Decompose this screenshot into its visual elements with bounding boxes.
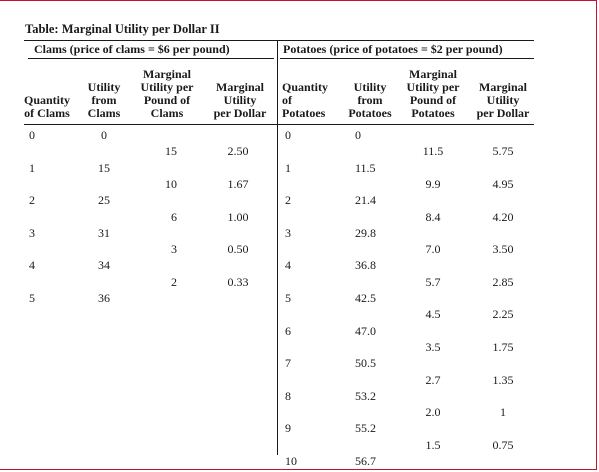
potatoes-mu-per-dollar-cell: 3.50 [492, 242, 514, 257]
potatoes-utility-cell: 21.4 [355, 193, 376, 208]
top-rule [24, 40, 534, 41]
potatoes-utility-cell: 11.5 [355, 160, 376, 175]
potatoes-mu-per-pound-header-line: Pound of [409, 93, 457, 107]
clams-utility-header-line: Utility [87, 80, 121, 94]
clams-utility-cell: 25 [98, 193, 110, 208]
potatoes-quantity-header-line: Quantity [282, 80, 329, 94]
potatoes-quantity-header-line: of [282, 93, 292, 107]
clams-group-rule [28, 58, 274, 59]
clams-quantity-header-line: Quantity [23, 93, 70, 107]
potatoes-quantity-cell: 10 [285, 454, 297, 468]
clams-mu-per-dollar-cell: 0.33 [227, 274, 249, 289]
potatoes-mu-per-pound-cell: 9.9 [425, 176, 441, 191]
potatoes-mu-per-pound-header-line: Utility per [406, 80, 460, 94]
clams-mu-per-pound-cell: 2 [171, 274, 177, 289]
potatoes-mu-per-dollar-cell: 1.75 [492, 339, 514, 354]
clams-quantity-cell: 1 [29, 160, 35, 175]
potatoes-quantity-header-line: Potatoes [282, 106, 326, 120]
clams-quantity-cell: 2 [29, 193, 35, 208]
potatoes-quantity-cell: 1 [285, 160, 291, 175]
clams-group-header: Clams (price of clams = $6 per pound) [34, 42, 230, 56]
table-title: Table: Marginal Utility per Dollar II [25, 22, 220, 36]
clams-quantity-cell: 5 [29, 291, 35, 305]
potatoes-utility-cell: 50.5 [355, 356, 376, 371]
potatoes-mu-per-pound-header-line: Marginal [409, 67, 457, 81]
clams-mu-per-dollar-cell: 2.50 [227, 144, 249, 159]
potatoes-mu-per-dollar-cell: 2.85 [492, 274, 514, 289]
potatoes-mu-per-pound-cell: 2.7 [425, 372, 441, 387]
section-divider [277, 40, 278, 455]
potatoes-utility-cell: 0 [355, 128, 361, 142]
potatoes-quantity-cell: 3 [285, 225, 291, 240]
potatoes-group-header: Potatoes (price of potatoes = $2 per pou… [283, 42, 503, 56]
clams-utility-cell: 0 [101, 128, 107, 142]
clams-quantity-cell: 3 [29, 225, 35, 240]
potatoes-utility-header-line: Utility [353, 80, 387, 94]
potatoes-quantity-cell: 9 [285, 421, 291, 436]
clams-utility-cell: 15 [98, 160, 110, 175]
potatoes-mu-per-dollar-cell: 4.20 [492, 209, 514, 224]
potatoes-quantity-cell: 7 [285, 356, 291, 371]
clams-utility-cell: 36 [98, 291, 110, 305]
clams-utility-cell: 31 [98, 225, 110, 240]
clams-quantity-cell: 4 [29, 258, 35, 273]
potatoes-quantity-cell: 8 [285, 388, 291, 403]
potatoes-quantity-cell: 6 [285, 323, 291, 338]
potatoes-utility-cell: 47.0 [355, 323, 376, 338]
potatoes-quantity-cell: 2 [285, 193, 291, 208]
clams-utility-header-line: Clams [87, 106, 121, 120]
clams-utility-header-line: from [91, 93, 117, 107]
potatoes-utility-cell: 55.2 [355, 421, 376, 436]
potatoes-utility-header-line: from [357, 93, 383, 107]
potatoes-utility-cell: 53.2 [355, 388, 376, 403]
clams-mu-per-pound-cell: 3 [171, 242, 177, 257]
clams-mu-per-dollar-header-line: Utility [223, 93, 257, 107]
clams-mu-per-pound-cell: 10 [165, 176, 177, 191]
potatoes-utility-cell: 36.8 [355, 258, 376, 273]
clams-mu-per-pound-cell: 6 [171, 209, 177, 224]
potatoes-mu-per-dollar-cell: 1 [500, 405, 506, 420]
potatoes-mu-per-dollar-header-line: per Dollar [476, 106, 530, 120]
potatoes-mu-per-pound-cell: 8.4 [425, 209, 441, 224]
potatoes-quantity-cell: 5 [285, 291, 291, 305]
potatoes-utility-cell: 29.8 [355, 225, 376, 240]
clams-mu-per-pound-header-line: Marginal [143, 67, 191, 81]
potatoes-mu-per-pound-cell: 3.5 [425, 339, 441, 354]
clams-mu-per-dollar-cell: 1.67 [227, 176, 249, 191]
clams-mu-per-dollar-cell: 0.50 [227, 242, 249, 257]
potatoes-mu-per-pound-cell: 2.0 [425, 405, 441, 420]
potatoes-mu-per-dollar-header-line: Utility [486, 93, 520, 107]
potatoes-mu-per-dollar-header-line: Marginal [479, 80, 527, 94]
potatoes-utility-header-line: Potatoes [348, 106, 392, 120]
clams-mu-per-dollar-cell: 1.00 [227, 209, 249, 224]
potatoes-mu-per-pound-cell: 4.5 [425, 307, 441, 322]
clams-mu-per-pound-header-line: Clams [150, 106, 184, 120]
potatoes-group-rule [280, 58, 534, 59]
potatoes-mu-per-pound-header-line: Potatoes [411, 106, 455, 120]
potatoes-mu-per-dollar-cell: 1.35 [492, 372, 514, 387]
potatoes-mu-per-dollar-cell: 0.75 [492, 437, 514, 452]
potatoes-mu-per-pound-cell: 7.0 [425, 242, 441, 257]
potatoes-mu-per-pound-cell: 11.5 [422, 144, 444, 159]
clams-mu-per-dollar-header-line: Marginal [216, 80, 264, 94]
clams-mu-per-pound-header-line: Utility per [140, 80, 194, 94]
potatoes-mu-per-dollar-cell: 4.95 [492, 176, 514, 191]
potatoes-mu-per-dollar-cell: 2.25 [492, 307, 514, 322]
potatoes-quantity-cell: 4 [285, 258, 291, 273]
clams-mu-per-dollar-header-line: per Dollar [213, 106, 267, 120]
potatoes-mu-per-pound-cell: 1.5 [425, 437, 441, 452]
clams-mu-per-pound-cell: 15 [165, 144, 177, 159]
clams-mu-per-pound-header-line: Pound of [143, 93, 191, 107]
potatoes-mu-per-pound-cell: 5.7 [425, 274, 441, 289]
clams-utility-cell: 34 [98, 258, 110, 273]
potatoes-mu-per-dollar-cell: 5.75 [492, 144, 514, 159]
header-rule [24, 124, 534, 125]
clams-quantity-header-line: of Clams [24, 106, 70, 120]
potatoes-utility-cell: 56.7 [355, 454, 376, 468]
clams-quantity-cell: 0 [29, 128, 35, 142]
potatoes-quantity-cell: 0 [285, 128, 291, 142]
potatoes-utility-cell: 42.5 [355, 291, 376, 305]
